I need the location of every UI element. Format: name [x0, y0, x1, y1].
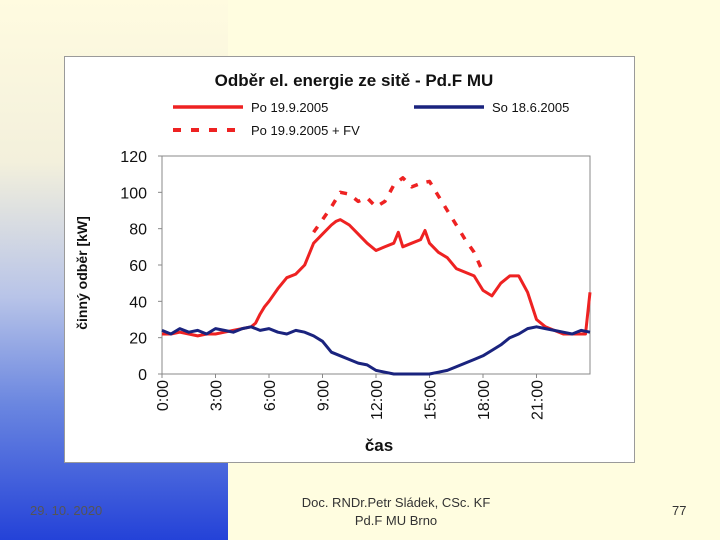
y-tick-label: 100	[120, 185, 147, 202]
y-tick-label: 40	[129, 294, 147, 311]
y-tick-label: 60	[129, 258, 147, 275]
x-tick-label: 21:00	[530, 380, 547, 420]
footer-author: Doc. RNDr.Petr Sládek, CSc. KF Pd.F MU B…	[280, 494, 512, 530]
x-axis-label: čas	[365, 436, 393, 455]
line-chart: Odběr el. energie ze sitě - Pd.F MU Po 1…	[74, 71, 592, 455]
y-axis-label: činný odběr [kW]	[74, 216, 90, 330]
y-tick-label: 0	[138, 367, 147, 384]
chart-legend: Po 19.9.2005 So 18.6.2005 Po 19.9.2005 + F…	[173, 100, 569, 138]
x-tick-label: 3:00	[209, 380, 226, 411]
x-tick-label: 12:00	[369, 380, 386, 420]
chart-series-layer	[161, 176, 592, 376]
y-tick-label: 120	[120, 149, 147, 166]
footer-author-line1: Doc. RNDr.Petr Sládek, CSc. KF	[301, 495, 491, 510]
legend-label-3: Po 19.9.2005 + FV	[251, 123, 360, 138]
y-tick-label: 80	[129, 222, 147, 239]
y-tick-label: 20	[129, 331, 147, 348]
footer-date: 29. 10. 2020	[30, 503, 103, 518]
footer-author-line2: Pd.F MU Brno	[354, 513, 438, 528]
chart-panel: Odběr el. energie ze sitě - Pd.F MU Po 1…	[64, 56, 635, 463]
x-tick-label: 6:00	[262, 380, 279, 411]
chart-title: Odběr el. energie ze sitě - Pd.F MU	[215, 71, 494, 90]
series-line-1	[162, 218, 592, 338]
series-line-3	[312, 176, 485, 274]
legend-label-2: So 18.6.2005	[492, 100, 569, 115]
legend-label-1: Po 19.9.2005	[251, 100, 328, 115]
series-line-2	[161, 325, 591, 376]
x-tick-label: 9:00	[316, 380, 333, 411]
x-tick-label: 0:00	[155, 380, 172, 411]
chart-axes: 0 20 40 60 80 100 120 0:00 3:00 6:00 9:00 12:00 15:0…	[120, 149, 591, 420]
footer-page-number: 77	[672, 503, 687, 518]
x-tick-label: 15:00	[423, 380, 440, 420]
plot-area-frame	[161, 155, 591, 375]
x-tick-label: 18:00	[476, 380, 493, 420]
